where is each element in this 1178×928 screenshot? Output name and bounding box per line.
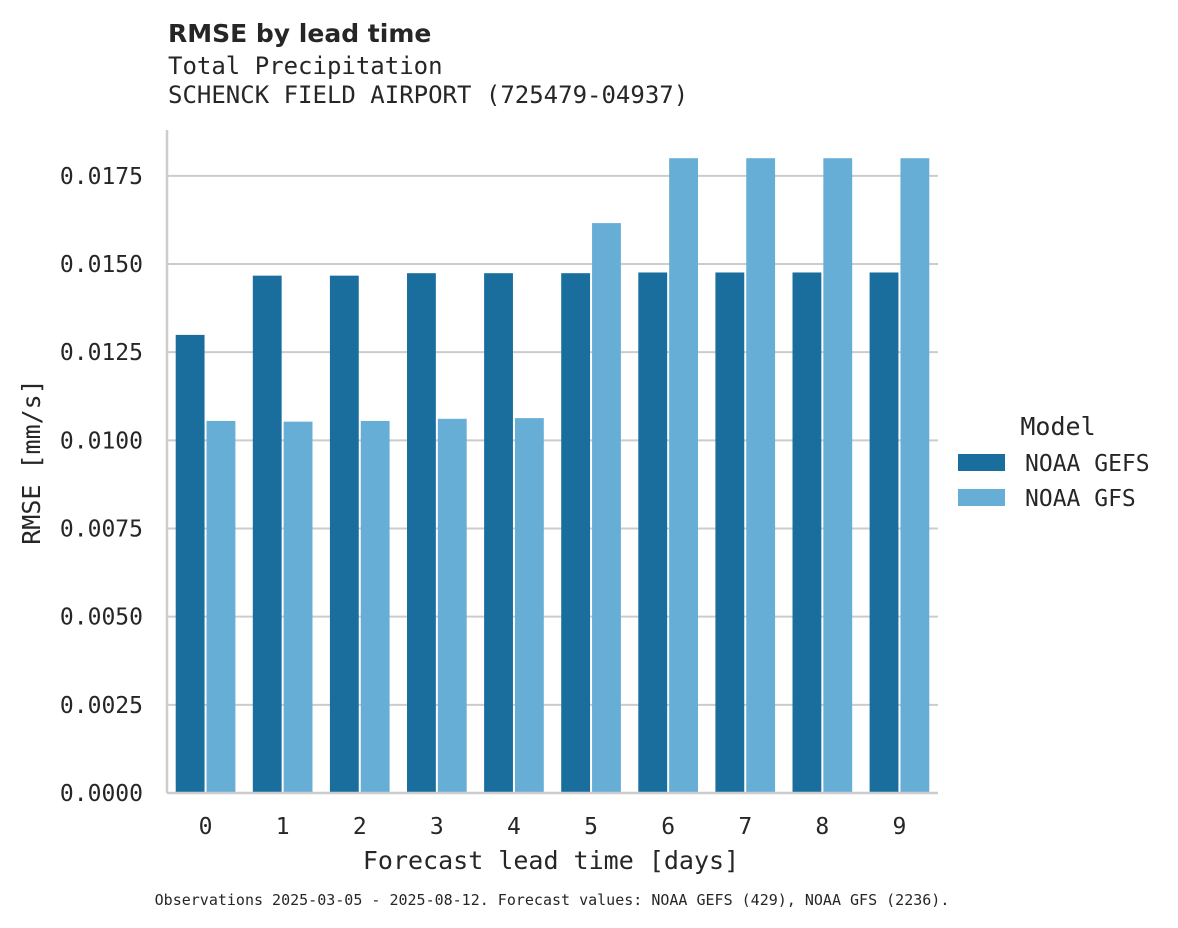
x-tick-label: 5 [584, 814, 598, 840]
bar-noaa-gefs-2 [329, 275, 359, 793]
chart-subtitle-line-1: Total Precipitation [168, 52, 443, 80]
bar-noaa-gfs-9 [900, 158, 930, 793]
bar-noaa-gfs-2 [360, 420, 390, 793]
legend-label: NOAA GFS [1025, 486, 1136, 512]
bar-noaa-gfs-1 [283, 421, 313, 793]
legend-title: Model [1020, 412, 1095, 441]
y-axis-label: RMSE [mm/s] [17, 379, 46, 545]
x-axis-label: Forecast lead time [days] [363, 846, 739, 875]
bar-noaa-gfs-8 [823, 158, 853, 793]
y-tick-label: 0.0150 [60, 252, 143, 278]
gridlines [167, 174, 938, 794]
y-tick-label: 0.0100 [60, 428, 143, 454]
legend-swatch [958, 489, 1005, 506]
bar-noaa-gfs-4 [514, 418, 544, 793]
bar-noaa-gefs-8 [792, 272, 822, 793]
bars [175, 158, 930, 794]
legend-swatch [958, 454, 1005, 471]
bar-noaa-gfs-0 [206, 420, 236, 793]
x-tick-label: 2 [353, 814, 367, 840]
x-tick-labels: 0 1 2 3 4 5 6 7 8 9 [199, 814, 907, 840]
y-tick-label: 0.0050 [60, 605, 143, 631]
bar-noaa-gfs-5 [592, 223, 621, 794]
y-tick-label: 0.0125 [60, 340, 143, 366]
x-tick-label: 6 [661, 814, 675, 840]
legend-label: NOAA GEFS [1025, 451, 1150, 477]
bar-noaa-gfs-7 [746, 158, 776, 793]
bar-noaa-gefs-4 [484, 273, 513, 793]
y-tick-label: 0.0000 [60, 781, 143, 807]
x-tick-label: 3 [430, 814, 444, 840]
bar-noaa-gefs-9 [869, 272, 899, 793]
y-tick-labels: 0.0000 0.0025 0.0050 0.0075 0.0100 0.0125 0.01… [60, 164, 143, 807]
bar-noaa-gefs-6 [638, 272, 668, 793]
chart-title: RMSE by lead time [168, 19, 431, 48]
bar-noaa-gfs-6 [669, 158, 698, 793]
footnote: Observations 2025-03-05 - 2025-08-12. Fo… [155, 891, 950, 909]
legend: Model NOAA GEFS NOAA GFS [958, 412, 1150, 512]
x-tick-label: 8 [815, 814, 829, 840]
x-tick-label: 0 [199, 814, 213, 840]
y-tick-label: 0.0075 [60, 517, 143, 543]
bar-noaa-gefs-7 [715, 272, 745, 793]
x-tick-label: 1 [276, 814, 290, 840]
bar-noaa-gefs-1 [252, 275, 282, 793]
x-tick-label: 7 [738, 814, 752, 840]
x-tick-label: 9 [893, 814, 907, 840]
axes [165, 130, 938, 795]
chart-subtitle-line-2: SCHENCK FIELD AIRPORT (725479-04937) [168, 81, 688, 109]
y-tick-label: 0.0175 [60, 164, 143, 190]
bar-noaa-gfs-3 [437, 418, 467, 793]
bar-noaa-gefs-0 [175, 334, 205, 793]
x-tick-label: 4 [507, 814, 521, 840]
bar-noaa-gefs-5 [561, 273, 591, 793]
bar-noaa-gefs-3 [407, 273, 436, 793]
y-tick-label: 0.0025 [60, 693, 143, 719]
